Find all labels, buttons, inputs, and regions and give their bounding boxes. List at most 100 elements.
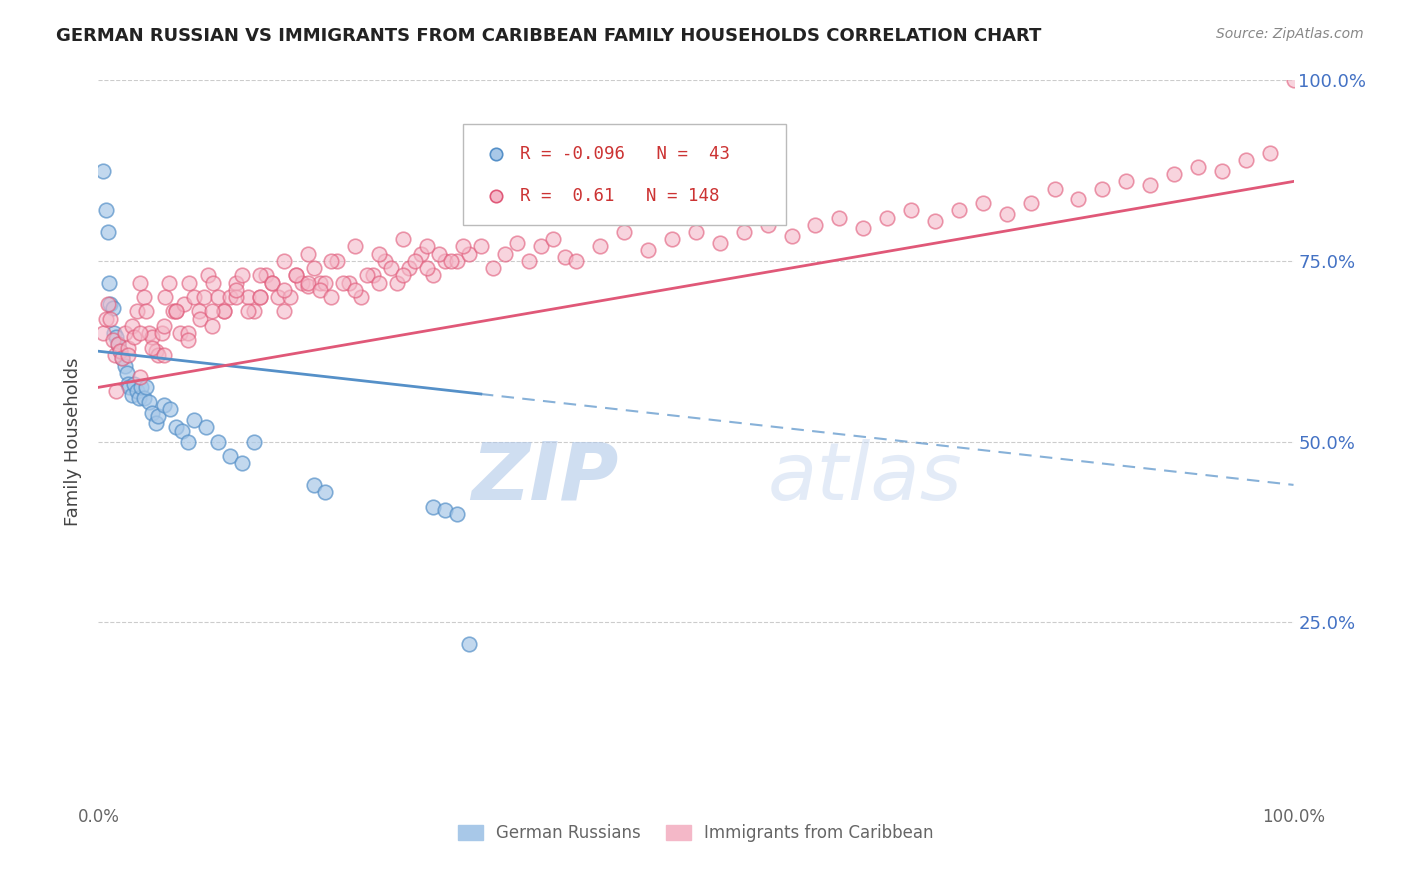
Point	[145, 417, 167, 431]
Point	[530, 239, 553, 253]
Point	[101, 301, 124, 315]
Point	[1234, 153, 1257, 167]
Point	[193, 290, 215, 304]
Point	[165, 304, 187, 318]
Text: Source: ZipAtlas.com: Source: ZipAtlas.com	[1216, 27, 1364, 41]
Point	[117, 376, 139, 391]
Point	[321, 253, 343, 268]
Point	[613, 225, 636, 239]
Point	[297, 246, 319, 260]
Point	[1282, 73, 1305, 87]
Point	[416, 239, 439, 253]
Point	[416, 261, 439, 276]
Point	[852, 221, 875, 235]
Point	[159, 402, 181, 417]
Point	[267, 290, 290, 304]
Point	[446, 253, 468, 268]
Point	[212, 304, 235, 318]
Point	[434, 253, 457, 268]
Point	[118, 380, 141, 394]
Point	[91, 163, 114, 178]
FancyBboxPatch shape	[463, 124, 786, 225]
Point	[231, 456, 253, 470]
Point	[207, 434, 229, 449]
Y-axis label: Family Households: Family Households	[65, 358, 83, 525]
Point	[121, 318, 143, 333]
Text: atlas: atlas	[768, 439, 963, 516]
Point	[125, 304, 148, 318]
Point	[541, 232, 564, 246]
Point	[1115, 174, 1137, 188]
Point	[332, 276, 354, 290]
Point	[117, 341, 139, 355]
Point	[828, 211, 851, 225]
Point	[368, 276, 391, 290]
Point	[124, 376, 146, 391]
Point	[380, 261, 402, 276]
Point	[212, 304, 235, 318]
Point	[129, 276, 152, 290]
Point	[165, 420, 187, 434]
Point	[1163, 167, 1185, 181]
Point	[948, 203, 970, 218]
Point	[284, 268, 307, 283]
Point	[132, 290, 155, 304]
Point	[972, 196, 994, 211]
Point	[804, 218, 827, 232]
Point	[219, 290, 242, 304]
Point	[169, 326, 191, 340]
Text: R = -0.096   N =  43: R = -0.096 N = 43	[520, 145, 730, 163]
Point	[506, 235, 529, 250]
Point	[141, 330, 163, 344]
Point	[115, 366, 138, 380]
Point	[138, 394, 160, 409]
Point	[231, 268, 253, 283]
Point	[162, 304, 184, 318]
Point	[128, 391, 150, 405]
Point	[183, 413, 205, 427]
Point	[404, 253, 426, 268]
Point	[308, 276, 330, 290]
Point	[363, 268, 385, 283]
Point	[392, 268, 415, 283]
Point	[494, 246, 516, 260]
Point	[637, 243, 659, 257]
Point	[273, 253, 295, 268]
Point	[201, 318, 224, 333]
Point	[94, 311, 117, 326]
Point	[153, 318, 176, 333]
Point	[108, 344, 131, 359]
Text: R =  0.61   N = 148: R = 0.61 N = 148	[520, 187, 720, 205]
Point	[98, 297, 122, 311]
Point	[236, 304, 259, 318]
Point	[302, 261, 325, 276]
Point	[339, 276, 361, 290]
Point	[1067, 193, 1090, 207]
Point	[1187, 160, 1209, 174]
Point	[709, 235, 731, 250]
Point	[458, 637, 481, 651]
Point	[179, 276, 201, 290]
Point	[157, 276, 180, 290]
Point	[589, 239, 612, 253]
Legend: German Russians, Immigrants from Caribbean: German Russians, Immigrants from Caribbe…	[451, 817, 941, 848]
Point	[104, 348, 127, 362]
Point	[273, 283, 295, 297]
Point	[1139, 178, 1161, 192]
Point	[153, 398, 176, 412]
Point	[117, 348, 139, 362]
Point	[315, 276, 337, 290]
Point	[243, 434, 266, 449]
Point	[135, 380, 157, 394]
Point	[121, 387, 143, 401]
Point	[291, 276, 314, 290]
Point	[177, 434, 200, 449]
Point	[225, 290, 247, 304]
Point	[202, 276, 225, 290]
Point	[297, 276, 319, 290]
Point	[103, 326, 125, 340]
Point	[107, 337, 129, 351]
Point	[458, 246, 481, 260]
Point	[236, 290, 259, 304]
Point	[900, 203, 922, 218]
